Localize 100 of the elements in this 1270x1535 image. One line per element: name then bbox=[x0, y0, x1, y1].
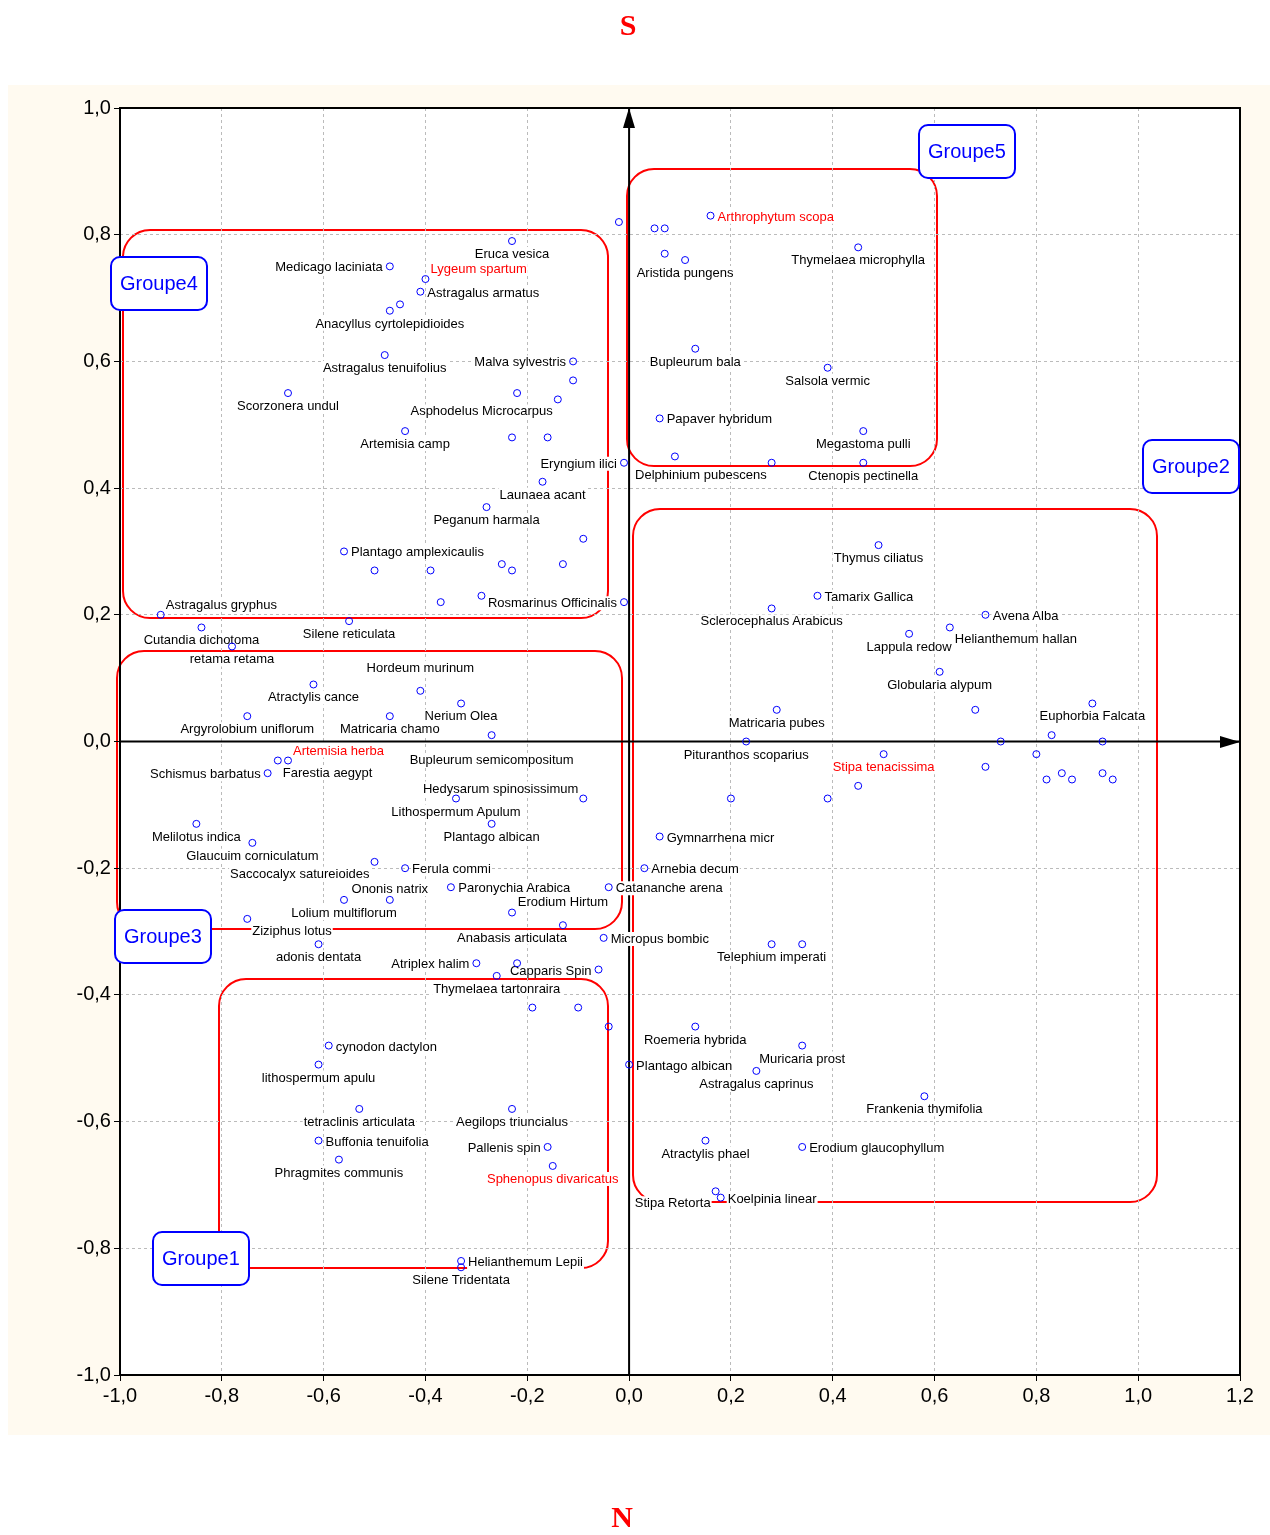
data-label: Sphenopus divaricatus bbox=[486, 1170, 619, 1186]
y-tick-label: -0,6 bbox=[76, 1109, 111, 1132]
y-tick-label: 0,0 bbox=[83, 729, 111, 752]
data-label: tetraclinis articulata bbox=[303, 1113, 416, 1129]
y-tick-label: -1,0 bbox=[76, 1362, 111, 1385]
point bbox=[879, 750, 888, 759]
data-label: Atriplex halim bbox=[391, 956, 470, 972]
y-tick-label: 0,6 bbox=[83, 348, 111, 371]
data-label: Matricaria chamo bbox=[339, 721, 440, 737]
data-label: Phragmites communis bbox=[274, 1164, 404, 1180]
y-tick-label: 0,4 bbox=[83, 475, 111, 498]
data-label: Helianthemum Lepii bbox=[468, 1253, 584, 1269]
data-label: Farestia aegypt bbox=[282, 764, 373, 780]
x-tick-label: 0,8 bbox=[1022, 1383, 1051, 1406]
text: S bbox=[618, 8, 638, 42]
data-label: Helianthemum hallan bbox=[954, 631, 1077, 647]
data-label: Anacyllus cyrtolepidioides bbox=[315, 315, 465, 331]
annotation: Groupe2 bbox=[1142, 439, 1240, 494]
data-label: Asphodelus Microcarpus bbox=[410, 403, 554, 419]
data-label: Thymelaea microphylla bbox=[791, 252, 926, 268]
data-label: Salsola vermic bbox=[785, 372, 871, 388]
point bbox=[548, 1161, 557, 1170]
point bbox=[706, 211, 715, 220]
annotation: Groupe4 bbox=[110, 256, 208, 311]
x-tick-label: -1,0 bbox=[102, 1383, 138, 1406]
y-tick-label: -0,4 bbox=[76, 982, 111, 1005]
data-label: Lygeum spartum bbox=[430, 261, 527, 277]
x-tick-label: 0,0 bbox=[615, 1383, 643, 1406]
data-label: lithospermum apulu bbox=[261, 1069, 376, 1085]
data-label: Bupleurum bala bbox=[649, 353, 742, 369]
data-label: retama retama bbox=[189, 651, 276, 667]
data-label: Eruca vesica bbox=[474, 246, 550, 262]
data-label: Erodium glaucophyllum bbox=[809, 1139, 945, 1155]
data-label: Anabasis articulata bbox=[457, 929, 568, 945]
data-label: Capparis Spin bbox=[509, 962, 592, 978]
data-label: Aristida pungens bbox=[636, 265, 735, 281]
data-label: Astragalus gryphus bbox=[165, 596, 278, 612]
data-label: Bupleurum semicompositum bbox=[409, 752, 574, 768]
text: N bbox=[610, 1500, 634, 1534]
data-label: Papaver hybridum bbox=[666, 411, 773, 427]
data-label: Atractylis cance bbox=[267, 689, 359, 705]
data-label: Pallenis spin bbox=[467, 1139, 541, 1155]
data-label: Nerium Olea bbox=[424, 708, 499, 724]
data-label: Astragalus tenuifolius bbox=[322, 360, 448, 376]
data-label: Scorzonera undul bbox=[237, 398, 340, 414]
data-label: Ziziphus lotus bbox=[252, 922, 333, 938]
data-label: Cutandia dichotoma bbox=[143, 632, 261, 648]
data-label: Astragalus armatus bbox=[427, 284, 540, 300]
data-label: Plantago amplexicaulis bbox=[351, 544, 485, 560]
data-label: Pituranthos scoparius bbox=[683, 746, 810, 762]
data-label: Argyrolobium uniflorum bbox=[180, 721, 315, 737]
data-label: Aegilops triuncialus bbox=[455, 1113, 569, 1129]
data-label: Medicago laciniata bbox=[275, 259, 384, 275]
data-label: Arnebia decum bbox=[651, 861, 739, 877]
data-label: Telephium imperati bbox=[717, 949, 827, 965]
data-label: Gymnarrhena micr bbox=[666, 829, 775, 845]
data-label: Glaucuim corniculatum bbox=[186, 847, 319, 863]
data-label: Launaea acant bbox=[499, 486, 586, 502]
data-label: Frankenia thymifolia bbox=[866, 1101, 984, 1117]
data-label: Delphinium pubescens bbox=[635, 466, 768, 482]
data-label: Catananche arena bbox=[615, 880, 724, 896]
data-label: Avena Alba bbox=[992, 607, 1060, 623]
data-label: Plantago albican bbox=[443, 828, 540, 844]
data-label: Hedysarum spinosissimum bbox=[422, 780, 579, 796]
data-label: Thymus ciliatus bbox=[833, 550, 924, 566]
data-label: Euphorbia Falcata bbox=[1039, 708, 1146, 724]
data-label: Artemisia herba bbox=[293, 742, 385, 758]
data-label: Micropus bombic bbox=[610, 930, 710, 946]
data-label: Malva sylvestris bbox=[474, 354, 567, 370]
data-label: Koelpinia linear bbox=[727, 1190, 818, 1206]
data-label: Rosmarinus Officinalis bbox=[487, 595, 618, 611]
data-label: Ctenopis pectinella bbox=[808, 467, 919, 483]
y-tick-label: 1,0 bbox=[83, 95, 111, 118]
data-label: Saccocalyx satureioides bbox=[230, 865, 371, 881]
point bbox=[284, 756, 292, 765]
data-label: Ononis natrix bbox=[351, 880, 429, 896]
x-tick-label: 1,0 bbox=[1124, 1383, 1153, 1406]
data-label: Eryngium ilici bbox=[540, 455, 618, 471]
x-tick-label: 0,4 bbox=[818, 1383, 847, 1406]
data-label: Peganum harmala bbox=[433, 512, 541, 528]
data-label: Muricaria prost bbox=[759, 1050, 846, 1066]
data-label: adonis dentata bbox=[275, 949, 362, 965]
annotation: Groupe1 bbox=[152, 1231, 250, 1286]
data-label: Hordeum murinum bbox=[366, 659, 475, 675]
x-tick-label: 1,2 bbox=[1226, 1383, 1254, 1406]
data-label: Globularia alypum bbox=[887, 676, 993, 692]
data-label: Buffonia tenuifolia bbox=[325, 1133, 430, 1149]
data-label: Lolium multiflorum bbox=[291, 904, 397, 920]
data-label: Plantago albican bbox=[636, 1057, 733, 1073]
data-label: Lappula redow bbox=[866, 638, 953, 654]
data-label: Paronychia Arabica bbox=[458, 880, 572, 896]
y-tick-label: 0,8 bbox=[83, 222, 111, 245]
x-tick-label: 0,2 bbox=[717, 1383, 745, 1406]
y-tick-label: -0,2 bbox=[76, 855, 111, 878]
data-label: cynodon dactylon bbox=[335, 1038, 437, 1054]
data-label: Stipa Retorta bbox=[634, 1195, 712, 1211]
data-label: Matricaria pubes bbox=[728, 714, 826, 730]
y-tick-label: -0,8 bbox=[76, 1235, 111, 1258]
x-tick-label: 0,6 bbox=[920, 1383, 949, 1406]
annotation: Groupe3 bbox=[114, 909, 212, 964]
